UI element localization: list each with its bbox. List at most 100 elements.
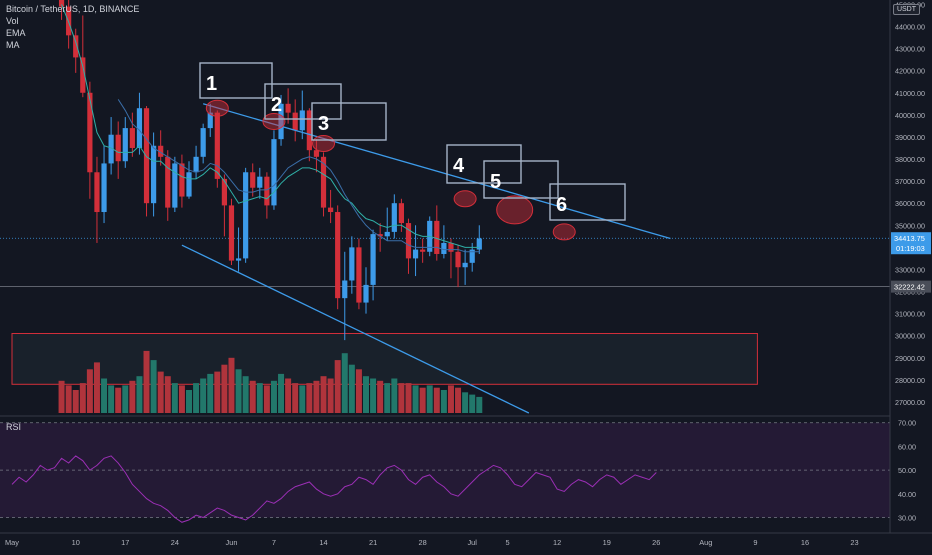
volume-bar: [355, 369, 362, 413]
candle-body[interactable]: [412, 249, 419, 259]
candle-body[interactable]: [370, 234, 376, 285]
symbol-title: Bitcoin / TetherUS, 1D, BINANCE: [6, 4, 140, 14]
touch-highlight[interactable]: [312, 135, 336, 153]
price-tick-label: 39000.00: [895, 133, 925, 142]
rsi-line[interactable]: [11, 455, 657, 523]
candle-body[interactable]: [363, 284, 369, 303]
touch-highlight[interactable]: [496, 195, 534, 225]
last-price-tag[interactable]: [891, 232, 931, 255]
candle-body[interactable]: [476, 238, 482, 250]
candle-body[interactable]: [129, 128, 135, 148]
volume-bar: [462, 392, 469, 413]
candle-body[interactable]: [179, 163, 185, 197]
touch-highlight[interactable]: [453, 190, 477, 208]
support-zone-box[interactable]: [11, 332, 758, 385]
touch-highlight[interactable]: [205, 99, 229, 117]
touch-highlight[interactable]: [262, 112, 286, 130]
annotation-box-3[interactable]: [311, 102, 387, 141]
candle-body[interactable]: [292, 112, 298, 131]
volume-bar: [249, 380, 256, 413]
ma-line[interactable]: [117, 99, 480, 253]
candle-body[interactable]: [94, 172, 100, 213]
ema-line[interactable]: [61, 4, 480, 248]
candle-body[interactable]: [122, 128, 128, 162]
annotation-box-5[interactable]: [483, 160, 559, 199]
volume-bar: [242, 376, 249, 413]
candle-body[interactable]: [384, 231, 390, 237]
candle-body[interactable]: [214, 112, 220, 179]
time-tick-label: 16: [801, 538, 809, 547]
candle-body[interactable]: [420, 249, 426, 252]
candle-body[interactable]: [349, 247, 355, 281]
annotation-box-1[interactable]: [199, 62, 273, 99]
level-price-tag[interactable]: [891, 280, 931, 293]
candle-body[interactable]: [143, 108, 150, 204]
candle-body[interactable]: [257, 176, 263, 188]
touch-highlight[interactable]: [552, 223, 576, 241]
candle-body[interactable]: [193, 156, 199, 173]
candle-body[interactable]: [448, 242, 454, 252]
volume-bar: [306, 383, 313, 413]
candle-body[interactable]: [115, 134, 121, 162]
candle-body[interactable]: [278, 103, 284, 140]
candle-body[interactable]: [151, 145, 157, 204]
candle-body[interactable]: [172, 163, 178, 208]
candle-body[interactable]: [136, 108, 143, 148]
candle-body[interactable]: [441, 242, 447, 254]
annotation-box-6[interactable]: [549, 183, 626, 221]
candle-body[interactable]: [235, 258, 242, 261]
upper-trendline[interactable]: [202, 103, 671, 240]
candle-body[interactable]: [398, 203, 404, 224]
candle-body[interactable]: [58, 0, 65, 7]
candle-body[interactable]: [455, 251, 461, 268]
candle-body[interactable]: [434, 220, 440, 254]
annotation-box-2[interactable]: [264, 83, 342, 120]
candle-body[interactable]: [158, 145, 164, 157]
candle-body[interactable]: [335, 212, 341, 299]
candle-body[interactable]: [313, 150, 320, 157]
volume-bar: [270, 380, 277, 413]
time-tick-label: Jul: [467, 538, 477, 547]
candle-body[interactable]: [264, 176, 270, 206]
candle-body[interactable]: [221, 178, 227, 206]
candle-body[interactable]: [207, 112, 213, 129]
candle-body[interactable]: [80, 57, 86, 93]
last-price-label: 34413.75: [894, 234, 925, 243]
candle-body[interactable]: [342, 280, 348, 299]
volume-bar: [299, 385, 306, 413]
time-tick-label: 28: [419, 538, 427, 547]
indicator-label-ma[interactable]: MA: [6, 40, 20, 50]
lower-trendline[interactable]: [181, 244, 530, 414]
candle-body[interactable]: [306, 110, 312, 151]
candle-body[interactable]: [228, 205, 235, 261]
currency-badge[interactable]: USDT: [892, 4, 920, 15]
candle-body[interactable]: [405, 223, 412, 259]
candle-body[interactable]: [462, 262, 468, 268]
candle-body[interactable]: [377, 234, 383, 237]
candle-body[interactable]: [108, 134, 114, 164]
candle-body[interactable]: [101, 163, 107, 213]
indicator-label-ema[interactable]: EMA: [6, 28, 26, 38]
candle-body[interactable]: [250, 172, 256, 188]
candle-body[interactable]: [271, 139, 277, 206]
candle-body[interactable]: [328, 207, 334, 213]
candle-body[interactable]: [285, 103, 291, 113]
candle-body[interactable]: [73, 35, 79, 58]
rsi-pane-label[interactable]: RSI: [6, 422, 22, 432]
volume-bar: [469, 394, 476, 413]
candle-body[interactable]: [243, 172, 249, 259]
price-tick-label: 36000.00: [895, 199, 925, 208]
candle-body[interactable]: [87, 92, 93, 173]
candle-body[interactable]: [165, 156, 171, 208]
candle-body[interactable]: [299, 110, 305, 131]
volume-bar: [93, 362, 100, 413]
candle-body[interactable]: [186, 172, 192, 197]
candle-body[interactable]: [391, 203, 397, 232]
indicator-label-vol[interactable]: Vol: [6, 16, 19, 26]
candle-body[interactable]: [320, 156, 327, 208]
volume-bar: [193, 383, 200, 413]
candle-body[interactable]: [356, 247, 362, 303]
candle-body[interactable]: [469, 249, 475, 263]
candle-body[interactable]: [200, 128, 206, 157]
